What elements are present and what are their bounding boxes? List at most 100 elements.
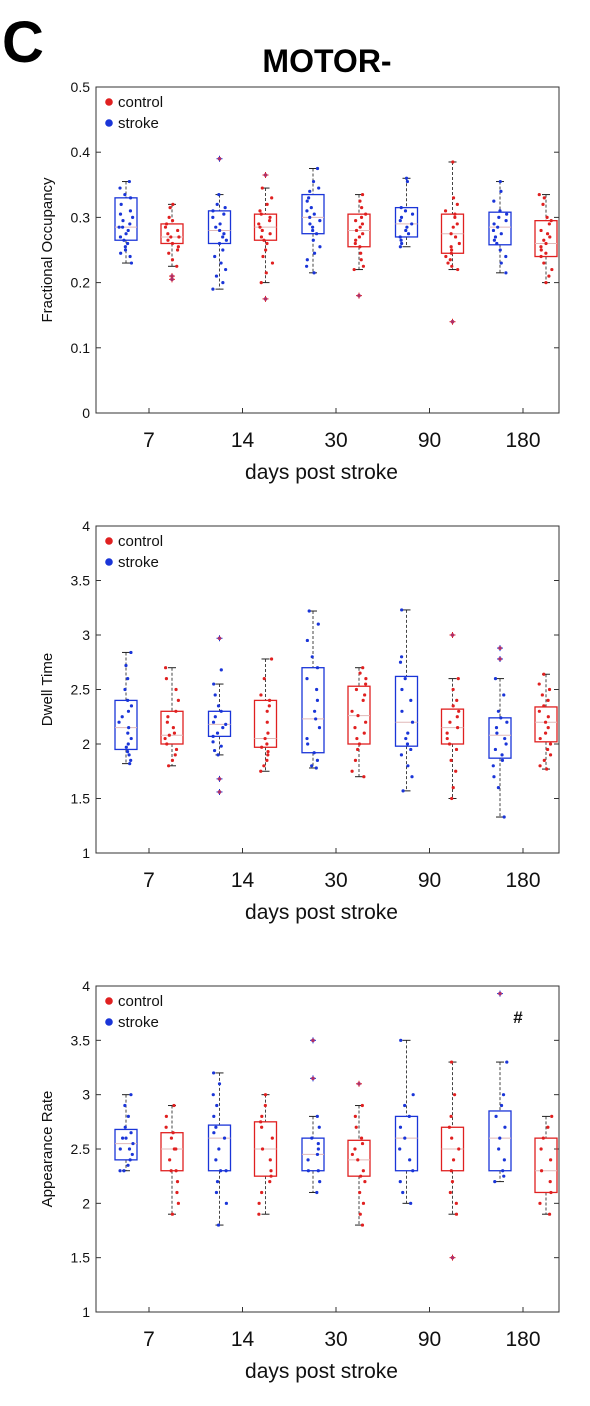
data-point (269, 1174, 273, 1178)
data-point (550, 267, 554, 272)
plot-frame (95, 525, 560, 854)
data-point (117, 225, 121, 229)
data-point (539, 1147, 543, 1151)
data-point (457, 1147, 461, 1151)
data-point (224, 1201, 228, 1205)
data-point (260, 1114, 264, 1118)
data-point (129, 650, 133, 655)
outlier-point (217, 156, 222, 161)
data-point (258, 209, 262, 213)
data-point (539, 228, 543, 233)
data-point (405, 225, 409, 229)
data-point (128, 222, 132, 226)
data-point (266, 731, 270, 735)
data-point (269, 1169, 273, 1173)
data-point (262, 764, 266, 768)
data-point (170, 219, 175, 223)
data-point (310, 764, 314, 768)
data-point (543, 731, 548, 735)
data-point (492, 775, 496, 779)
data-point (126, 1114, 130, 1118)
data-point (546, 726, 550, 730)
y-tick-label: 1 (82, 845, 90, 861)
data-point (262, 238, 266, 242)
data-point (315, 758, 320, 762)
data-point (221, 248, 225, 252)
data-point (503, 736, 507, 741)
data-point (175, 264, 179, 268)
box-iqr (394, 675, 419, 747)
data-point (311, 228, 315, 233)
box-iqr (160, 710, 184, 745)
data-point (270, 196, 274, 200)
data-point (128, 762, 132, 766)
data-point (443, 209, 448, 213)
data-point (129, 1093, 133, 1097)
data-point (454, 1201, 458, 1205)
data-point (170, 758, 175, 762)
legend-marker-control (105, 98, 113, 106)
data-point (400, 687, 404, 692)
data-point (119, 251, 123, 255)
data-point (547, 222, 551, 226)
data-point (211, 209, 215, 213)
data-point (500, 753, 504, 757)
data-point (361, 666, 365, 670)
outlier-point (357, 293, 361, 298)
data-point (263, 1103, 267, 1108)
outlier-point (450, 633, 455, 637)
outlier-point (217, 790, 222, 794)
data-point (451, 196, 456, 200)
data-point (213, 693, 217, 697)
data-point (211, 740, 215, 744)
data-point (449, 1169, 453, 1173)
legend-marker-stroke (105, 1018, 113, 1026)
data-point (305, 677, 309, 681)
data-point (315, 166, 320, 171)
data-point (451, 160, 455, 164)
data-point (547, 687, 552, 692)
data-point (311, 179, 316, 184)
x-tick-label: 30 (324, 1328, 347, 1351)
chart-3: 1 1.5 2 2.5 3 3.5 4 7 14 30 90 180 days post stroke A… (39, 978, 560, 1383)
data-point (218, 1169, 223, 1173)
data-point (211, 720, 216, 724)
data-point (399, 753, 404, 757)
box-iqr (114, 197, 138, 241)
box-control-30 (347, 1080, 371, 1227)
data-point (316, 622, 320, 626)
data-point (452, 1093, 457, 1097)
data-point (127, 726, 131, 730)
data-point (312, 751, 316, 755)
data-point (257, 1212, 261, 1216)
data-point (174, 687, 178, 692)
data-point (126, 1163, 130, 1167)
data-point (265, 241, 269, 246)
data-point (118, 1147, 122, 1151)
data-point (217, 241, 222, 246)
box-iqr (394, 206, 419, 238)
box-control-180 (534, 672, 558, 771)
data-point (163, 736, 167, 741)
box-stroke-180 (488, 990, 512, 1184)
y-axis-label: Appearance Rate (39, 1091, 56, 1208)
box-iqr (534, 706, 558, 743)
data-point (497, 1147, 501, 1151)
data-point (312, 251, 317, 255)
data-point (360, 222, 365, 226)
data-point (539, 245, 543, 249)
data-point (305, 736, 309, 741)
outlier-point (263, 173, 268, 177)
data-point (128, 196, 133, 200)
data-point (398, 219, 402, 223)
data-point (354, 219, 358, 223)
data-point (265, 742, 269, 746)
data-point (358, 199, 362, 203)
data-point (308, 215, 312, 219)
y-tick-label: 1 (82, 1304, 90, 1320)
box-stroke-7 (114, 179, 138, 265)
box-stroke-14 (207, 1071, 232, 1227)
x-axis-label: days post stroke (245, 461, 398, 484)
data-point (409, 747, 413, 752)
box-control-90 (440, 160, 465, 325)
